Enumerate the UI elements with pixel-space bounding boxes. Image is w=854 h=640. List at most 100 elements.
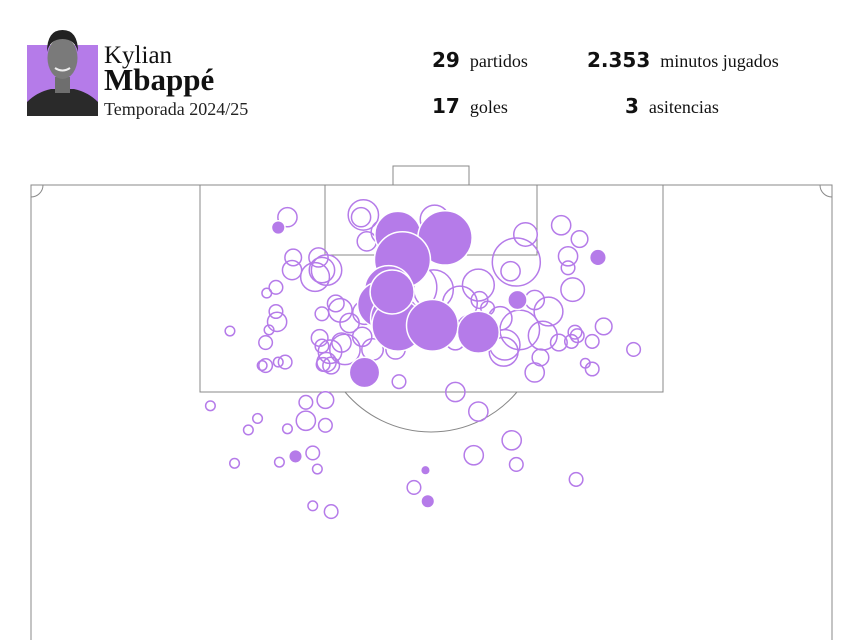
shot-marker	[310, 254, 343, 287]
goal-marker	[507, 289, 528, 311]
goal-marker	[405, 298, 459, 352]
goal	[392, 165, 470, 186]
goal-marker	[287, 448, 304, 464]
shot-marker	[549, 333, 568, 352]
shot-marker	[284, 248, 303, 267]
shot-marker	[488, 336, 519, 367]
shot-marker	[567, 324, 583, 340]
season-label: Temporada 2024/25	[104, 99, 249, 119]
stat-value: 2.353	[587, 48, 651, 72]
shot-marker	[281, 423, 294, 435]
goal-marker	[420, 493, 436, 509]
shot-marker	[268, 303, 284, 320]
shot-marker	[251, 412, 264, 425]
shot-marker	[298, 394, 314, 410]
shot-marker	[470, 290, 489, 310]
goal-marker	[348, 356, 381, 389]
stat-value: 3	[625, 94, 639, 118]
shot-marker	[305, 445, 321, 461]
shot-marker	[499, 309, 541, 351]
shot-marker	[351, 326, 373, 348]
shot-marker	[258, 335, 274, 351]
shot-marker	[500, 260, 521, 282]
shot-marker	[584, 333, 600, 349]
shot-marker	[356, 231, 378, 252]
shot-marker	[560, 277, 586, 303]
shot-marker	[323, 504, 339, 520]
shot-marker	[315, 356, 331, 372]
shot-marker	[224, 325, 236, 337]
shot-marker	[468, 401, 489, 422]
shot-marker	[391, 374, 407, 390]
shot-marker	[277, 206, 298, 228]
stat-goals: 17 goles	[432, 94, 508, 118]
pitch-lines	[30, 165, 833, 640]
shot-marker	[350, 206, 372, 228]
shot-marker	[310, 328, 329, 348]
shot-marker	[263, 324, 275, 336]
shot-marker	[445, 381, 466, 403]
shot-marker	[626, 341, 642, 357]
shot-marker	[316, 351, 337, 373]
stat-matches: 29 partidos	[432, 48, 528, 72]
penalty-arc	[344, 391, 518, 433]
shot-marker	[322, 356, 341, 375]
stat-label: asitencias	[648, 97, 719, 117]
player-photo	[27, 30, 98, 116]
shot-marker	[268, 279, 284, 295]
shot-marker	[308, 256, 336, 284]
shot-marker	[550, 214, 572, 236]
shot-marker	[272, 356, 284, 368]
player-last-name: Mbappé	[104, 62, 215, 97]
shot-marker	[281, 259, 303, 281]
stat-label: partidos	[469, 51, 528, 71]
corner-arc-left	[30, 184, 44, 198]
shot-marker	[560, 260, 576, 276]
shot-marker	[524, 362, 546, 383]
shot-marker	[501, 429, 523, 451]
goal-marker	[369, 269, 415, 315]
shot-marker	[299, 261, 331, 293]
shot-marker	[584, 361, 600, 377]
shot-marker	[329, 333, 361, 366]
shot-marker	[594, 317, 613, 336]
shot-marker	[569, 328, 585, 344]
shot-marker	[295, 410, 317, 432]
shot-marker	[527, 320, 558, 351]
shot-marker	[531, 348, 550, 367]
stat-label: minutos jugados	[660, 51, 779, 71]
shot-marker	[512, 221, 539, 247]
goal-marker	[588, 248, 608, 267]
stat-label: goles	[469, 97, 508, 117]
shot-marker	[568, 471, 584, 487]
shot-marker	[491, 237, 542, 287]
shot-marker	[242, 424, 254, 436]
stat-assists: 3 asitencias	[625, 94, 719, 118]
shot-marker	[314, 306, 330, 322]
shot-marker	[347, 198, 380, 231]
shot-marker	[314, 338, 330, 354]
shot-marker	[533, 296, 564, 327]
stat-value: 17	[432, 94, 460, 118]
shot-marker	[316, 390, 335, 410]
goal-marker	[456, 310, 501, 354]
shot-marker	[273, 456, 285, 468]
shot-marker	[266, 311, 288, 333]
player-first-name: Kylian	[104, 42, 173, 69]
shot-marker	[508, 456, 524, 472]
shot-marker	[204, 400, 216, 412]
shot-marker	[229, 457, 241, 469]
goal-marker	[270, 220, 286, 236]
shot-marker	[326, 294, 345, 313]
shot-marker	[256, 360, 268, 372]
shot-marker	[570, 229, 589, 249]
shot-marker	[311, 463, 323, 475]
shot-marker	[406, 479, 422, 495]
shot-marker	[461, 268, 496, 302]
stat-value: 29	[432, 48, 460, 72]
shot-marker	[563, 333, 580, 349]
goal-marker	[419, 464, 432, 476]
shot-marker	[463, 444, 485, 466]
shot-marker	[258, 358, 274, 374]
